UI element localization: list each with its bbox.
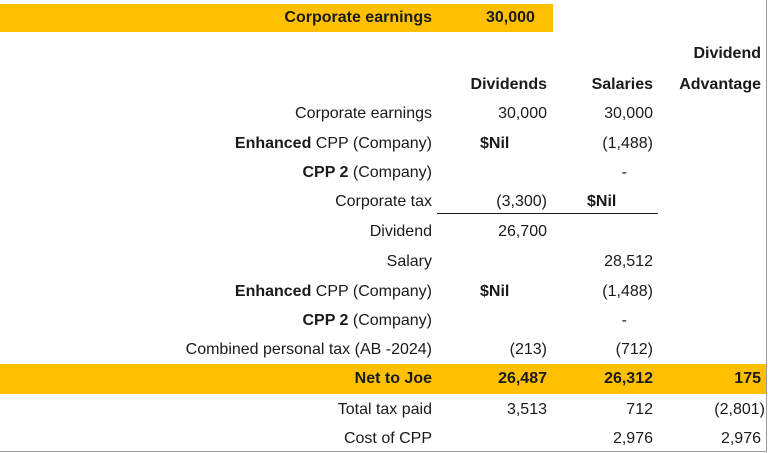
table-row: Corporate earnings 30,000 30,000: [0, 100, 766, 127]
table-row: Enhanced CPP (Company) $Nil (1,488): [0, 130, 766, 157]
row-label-rest: CPP (Company): [311, 135, 432, 152]
header-row-top: Dividend: [0, 40, 766, 67]
net-label[interactable]: Net to Joe: [354, 370, 432, 387]
row-label[interactable]: Salary: [386, 253, 432, 270]
salaries-cell[interactable]: 712: [626, 401, 653, 418]
header-dividend-advantage-line1[interactable]: Dividend: [693, 45, 761, 62]
row-label[interactable]: Dividend: [369, 223, 432, 240]
table-row: Salary 28,512: [0, 248, 766, 275]
table-row: CPP 2 (Company) -: [0, 159, 766, 186]
row-label[interactable]: Corporate tax: [335, 193, 432, 210]
header-dividend-advantage-line2[interactable]: Advantage: [679, 76, 761, 93]
row-label-bold: CPP 2: [302, 312, 349, 329]
row-label-rest: (Company): [348, 164, 432, 181]
banner-label[interactable]: Corporate earnings: [284, 9, 432, 26]
advantage-cell[interactable]: 2,976: [720, 430, 761, 447]
row-label[interactable]: Corporate earnings: [295, 105, 432, 122]
salaries-cell[interactable]: -: [621, 312, 627, 329]
advantage-cell[interactable]: (2,801): [714, 401, 765, 418]
salaries-cell[interactable]: 30,000: [604, 105, 653, 122]
dividends-cell[interactable]: (213): [509, 341, 547, 358]
table-row: Cost of CPP 2,976 2,976: [0, 425, 766, 452]
dividends-cell[interactable]: $Nil: [480, 135, 510, 152]
row-label[interactable]: Enhanced CPP (Company): [0, 130, 436, 157]
salaries-cell[interactable]: -: [621, 164, 627, 181]
row-label[interactable]: Combined personal tax (AB -2024): [185, 341, 432, 358]
net-to-joe-row: Net to Joe 26,487 26,312 175: [0, 364, 766, 394]
row-label[interactable]: Total tax paid: [337, 401, 432, 418]
row-label-bold: Enhanced: [234, 283, 312, 300]
row-label-bold: CPP 2: [302, 164, 349, 181]
dividends-cell[interactable]: 26,700: [498, 223, 547, 240]
subtotal-divider: [437, 213, 658, 214]
salaries-cell[interactable]: (712): [615, 341, 653, 358]
banner-value[interactable]: 30,000: [486, 9, 535, 26]
salaries-cell[interactable]: (1,488): [602, 283, 653, 300]
net-dividends[interactable]: 26,487: [498, 370, 547, 387]
table-row: Corporate tax (3,300) $Nil: [0, 188, 766, 215]
row-label-rest: (Company): [348, 312, 432, 329]
header-dividends[interactable]: Dividends: [470, 76, 547, 93]
net-salaries[interactable]: 26,312: [604, 370, 653, 387]
table-row: Total tax paid 3,513 712 (2,801): [0, 396, 766, 423]
salaries-cell[interactable]: 2,976: [612, 430, 653, 447]
row-label[interactable]: CPP 2 (Company): [0, 159, 436, 186]
row-label[interactable]: Cost of CPP: [343, 430, 432, 447]
dividends-cell[interactable]: $Nil: [480, 283, 510, 300]
header-salaries[interactable]: Salaries: [591, 76, 653, 93]
table-row: CPP 2 (Company) -: [0, 307, 766, 334]
table-row: Dividend 26,700: [0, 218, 766, 245]
table-row: Combined personal tax (AB -2024) (213) (…: [0, 336, 766, 363]
corporate-earnings-banner: Corporate earnings 30,000: [0, 4, 766, 32]
salaries-cell[interactable]: 28,512: [604, 253, 653, 270]
row-label-bold: Enhanced: [234, 135, 312, 152]
salaries-cell[interactable]: (1,488): [602, 135, 653, 152]
salaries-cell[interactable]: $Nil: [587, 193, 617, 210]
header-row: Dividends Salaries Advantage: [0, 71, 766, 98]
row-label-rest: CPP (Company): [311, 283, 432, 300]
dividends-cell[interactable]: 30,000: [498, 105, 547, 122]
table-row: Enhanced CPP (Company) $Nil (1,488): [0, 278, 766, 305]
row-label[interactable]: Enhanced CPP (Company): [0, 278, 436, 305]
row-label[interactable]: CPP 2 (Company): [0, 307, 436, 334]
net-advantage[interactable]: 175: [734, 370, 761, 387]
dividends-cell[interactable]: 3,513: [506, 401, 547, 418]
dividends-cell[interactable]: (3,300): [496, 193, 547, 210]
